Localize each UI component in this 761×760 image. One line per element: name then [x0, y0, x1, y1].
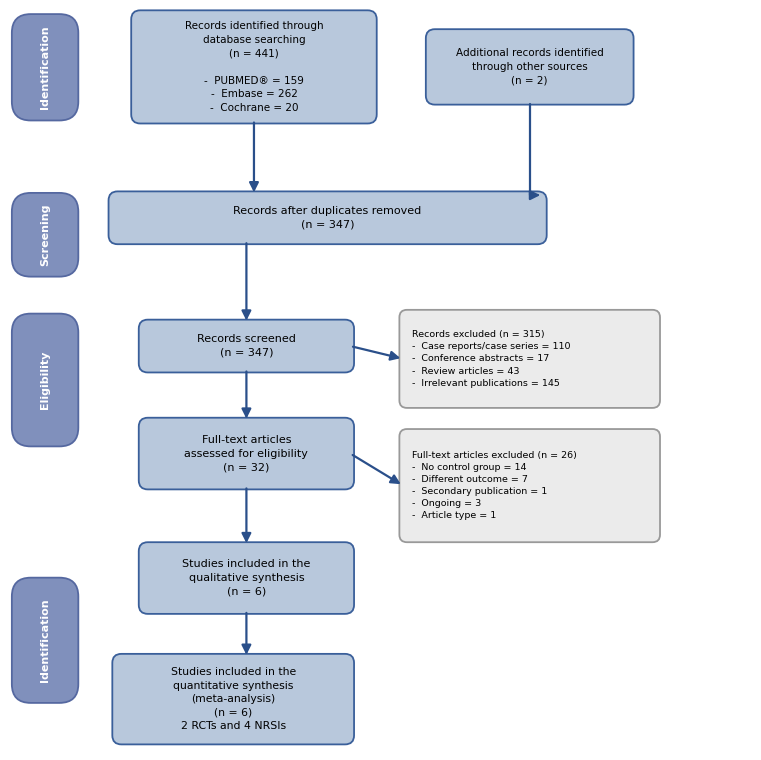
- FancyBboxPatch shape: [400, 310, 660, 408]
- FancyBboxPatch shape: [12, 578, 78, 703]
- FancyBboxPatch shape: [131, 11, 377, 123]
- FancyBboxPatch shape: [12, 193, 78, 277]
- FancyBboxPatch shape: [109, 192, 546, 244]
- Text: Identification: Identification: [40, 26, 50, 109]
- Text: Eligibility: Eligibility: [40, 351, 50, 409]
- FancyBboxPatch shape: [139, 542, 354, 614]
- Text: Identification: Identification: [40, 598, 50, 682]
- Text: Additional records identified
through other sources
(n = 2): Additional records identified through ot…: [456, 49, 603, 86]
- Text: Studies included in the
qualitative synthesis
(n = 6): Studies included in the qualitative synt…: [182, 559, 310, 597]
- Text: Studies included in the
quantitative synthesis
(meta-analysis)
(n = 6)
2 RCTs an: Studies included in the quantitative syn…: [170, 667, 296, 731]
- FancyBboxPatch shape: [400, 429, 660, 542]
- FancyBboxPatch shape: [139, 320, 354, 372]
- Text: Full-text articles
assessed for eligibility
(n = 32): Full-text articles assessed for eligibil…: [184, 435, 308, 472]
- Text: Full-text articles excluded (n = 26)
-  No control group = 14
-  Different outco: Full-text articles excluded (n = 26) - N…: [412, 451, 577, 521]
- FancyBboxPatch shape: [12, 314, 78, 446]
- Text: Records screened
(n = 347): Records screened (n = 347): [197, 334, 296, 358]
- Text: Records after duplicates removed
(n = 347): Records after duplicates removed (n = 34…: [234, 206, 422, 230]
- FancyBboxPatch shape: [12, 14, 78, 121]
- Text: Screening: Screening: [40, 204, 50, 266]
- Text: Records excluded (n = 315)
-  Case reports/case series = 110
-  Conference abstr: Records excluded (n = 315) - Case report…: [412, 330, 571, 388]
- FancyBboxPatch shape: [426, 29, 634, 105]
- Text: Records identified through
database searching
(n = 441)

-  PUBMED® = 159
-  Emb: Records identified through database sear…: [185, 21, 323, 112]
- FancyBboxPatch shape: [139, 418, 354, 489]
- FancyBboxPatch shape: [113, 654, 354, 744]
